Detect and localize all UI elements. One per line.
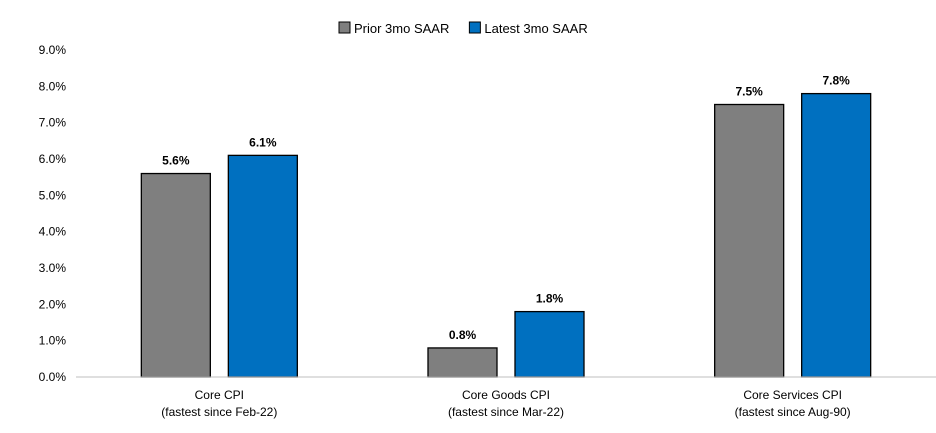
data-label: 0.8%: [449, 328, 477, 342]
bar: [140, 172, 211, 378]
legend-label: Latest 3mo SAAR: [484, 21, 587, 36]
bar: [714, 103, 785, 378]
legend-swatch: [338, 21, 351, 34]
bar: [801, 92, 872, 378]
y-tick-label: 1.0%: [39, 334, 67, 348]
category-label: (fastest since Aug-90): [735, 405, 851, 419]
category-label: (fastest since Feb-22): [161, 405, 277, 419]
bar: [227, 154, 298, 378]
legend-label: Prior 3mo SAAR: [354, 21, 449, 36]
bar: [427, 347, 498, 378]
y-tick-label: 6.0%: [39, 152, 67, 166]
data-label: 5.6%: [162, 154, 190, 168]
data-label: 7.5%: [735, 85, 763, 99]
y-tick-label: 0.0%: [39, 370, 67, 384]
category-label: Core CPI: [195, 388, 244, 402]
y-tick-label: 3.0%: [39, 261, 67, 275]
data-label: 6.1%: [249, 135, 277, 149]
x-axis: Core CPI (fastest since Feb-22) Core Goods…: [76, 376, 936, 419]
y-tick-label: 7.0%: [39, 116, 67, 130]
legend-swatch: [468, 21, 481, 34]
data-label: 1.8%: [536, 292, 564, 306]
y-axis: 0.0% 1.0% 2.0% 3.0% 4.0% 5.0% 6.0% 7.0% 8.0% 9.0%: [39, 43, 67, 384]
y-tick-label: 2.0%: [39, 297, 67, 311]
category-label: Core Services CPI: [743, 388, 842, 402]
legend: Prior 3mo SAAR Latest 3mo SAAR: [338, 21, 588, 36]
y-tick-label: 5.0%: [39, 188, 67, 202]
y-tick-label: 4.0%: [39, 225, 67, 239]
y-tick-label: 9.0%: [39, 43, 67, 57]
category-label: (fastest since Mar-22): [448, 405, 564, 419]
category-label: Core Goods CPI: [462, 388, 550, 402]
bars: 5.6% 6.1% 0.8% 1.8% 7.5% 7.8%: [140, 74, 872, 378]
bar: [514, 310, 585, 378]
data-label: 7.8%: [822, 74, 850, 88]
y-tick-label: 8.0%: [39, 79, 67, 93]
